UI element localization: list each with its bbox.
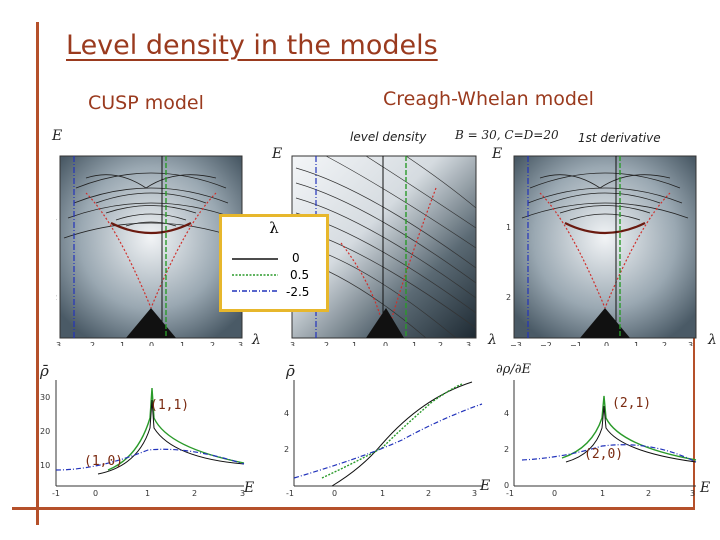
- label-2-1: (2,1): [612, 396, 652, 411]
- axis-lambda-label-2: λ: [488, 332, 497, 348]
- bottom-xlabel-2: E: [480, 478, 491, 494]
- svg-text:−3: −3: [510, 341, 522, 346]
- svg-text:20: 20: [40, 427, 50, 436]
- svg-text:2: 2: [438, 341, 443, 346]
- label-1-1: (1,1): [150, 398, 190, 413]
- svg-text:1: 1: [56, 213, 57, 222]
- svg-text:0: 0: [383, 341, 388, 346]
- axis-e-label-2: E: [272, 146, 283, 162]
- cusp-density-curve-plot: 30 20 10 -1 0 1 2 3: [40, 380, 245, 496]
- svg-text:2: 2: [646, 489, 651, 496]
- svg-text:0: 0: [93, 489, 98, 496]
- legend-entry-2: -2.5: [286, 285, 310, 299]
- svg-text:3: 3: [472, 489, 477, 496]
- creagh-whelan-heading: Creagh-Whelan model: [383, 88, 594, 110]
- deriv-ylabel: ∂ρ/∂E: [496, 362, 531, 377]
- svg-text:2: 2: [662, 341, 667, 346]
- svg-text:1: 1: [600, 489, 605, 496]
- svg-text:2: 2: [324, 341, 329, 346]
- derivative-label: 1st derivative: [578, 131, 661, 145]
- svg-text:1: 1: [180, 341, 185, 346]
- svg-text:2: 2: [90, 341, 95, 346]
- cusp-derivative-panel: 1 2 −3 −2 −1 0 1 2 3: [506, 155, 697, 346]
- svg-text:30: 30: [40, 393, 50, 402]
- svg-text:1: 1: [412, 341, 417, 346]
- svg-text:3: 3: [56, 341, 61, 346]
- svg-text:3: 3: [238, 341, 243, 346]
- svg-text:0: 0: [604, 341, 609, 346]
- left-vertical-rule: [36, 22, 39, 525]
- right-vertical-rule: [693, 300, 695, 510]
- svg-text:3: 3: [688, 341, 693, 346]
- svg-text:3: 3: [690, 489, 695, 496]
- bottom-xlabel-1: E: [244, 480, 255, 496]
- legend-title: λ: [269, 219, 279, 237]
- legend-entry-0: 0: [292, 251, 300, 265]
- svg-text:1: 1: [380, 489, 385, 496]
- legend-entry-1: 0.5: [290, 268, 310, 282]
- svg-text:3: 3: [290, 341, 295, 346]
- svg-text:2: 2: [506, 293, 511, 302]
- svg-text:−2: −2: [540, 341, 552, 346]
- axis-e-label-1: E: [52, 128, 63, 144]
- svg-text:10: 10: [40, 461, 50, 470]
- rho-ylabel-1: ρ̄: [40, 362, 49, 380]
- svg-text:1: 1: [634, 341, 639, 346]
- svg-text:2: 2: [56, 293, 57, 302]
- svg-text:2: 2: [504, 445, 509, 454]
- svg-text:1: 1: [120, 341, 125, 346]
- svg-text:−1: −1: [570, 341, 582, 346]
- svg-text:0: 0: [332, 489, 337, 496]
- creagh-whelan-density-curve-plot: 4 2 -1 0 1 2 3: [284, 380, 483, 496]
- label-1-0: (1,0): [84, 454, 124, 469]
- axis-lambda-label-3: λ: [708, 332, 717, 348]
- svg-text:3: 3: [466, 341, 471, 346]
- legend-line-samples: [232, 258, 278, 292]
- axis-lambda-label-1: λ: [252, 332, 261, 348]
- axis-e-label-3: E: [492, 146, 503, 162]
- svg-text:0: 0: [552, 489, 557, 496]
- svg-text:2: 2: [210, 341, 215, 346]
- svg-text:1: 1: [506, 223, 511, 232]
- svg-text:2: 2: [284, 445, 289, 454]
- rho-ylabel-2: ρ̄: [286, 362, 295, 380]
- svg-text:4: 4: [284, 409, 289, 418]
- svg-text:4: 4: [504, 409, 509, 418]
- svg-text:1: 1: [145, 489, 150, 496]
- svg-text:-1: -1: [286, 489, 294, 496]
- bottom-xlabel-3: E: [700, 480, 711, 496]
- slide-title: Level density in the models: [66, 30, 438, 61]
- label-2-0: (2,0): [584, 447, 624, 462]
- svg-text:2: 2: [192, 489, 197, 496]
- cusp-model-heading: CUSP model: [88, 92, 204, 114]
- svg-text:1: 1: [352, 341, 357, 346]
- svg-text:-1: -1: [506, 489, 514, 496]
- bottom-horizontal-rule: [12, 507, 695, 510]
- svg-text:3: 3: [240, 489, 245, 496]
- cusp-density-panel: 1 2 3 2 1 0 1 2 3: [56, 155, 243, 346]
- params-label: B = 30, C=D=20: [455, 128, 559, 142]
- svg-text:0: 0: [149, 341, 154, 346]
- svg-text:-1: -1: [52, 489, 60, 496]
- svg-text:0: 0: [504, 481, 509, 490]
- lambda-legend: λ 0 0.5 -2.5: [219, 214, 329, 312]
- cusp-derivative-curve-plot: 4 2 0 -1 0 1 2 3: [504, 380, 697, 496]
- level-density-label: level density: [350, 130, 427, 144]
- svg-text:2: 2: [426, 489, 431, 496]
